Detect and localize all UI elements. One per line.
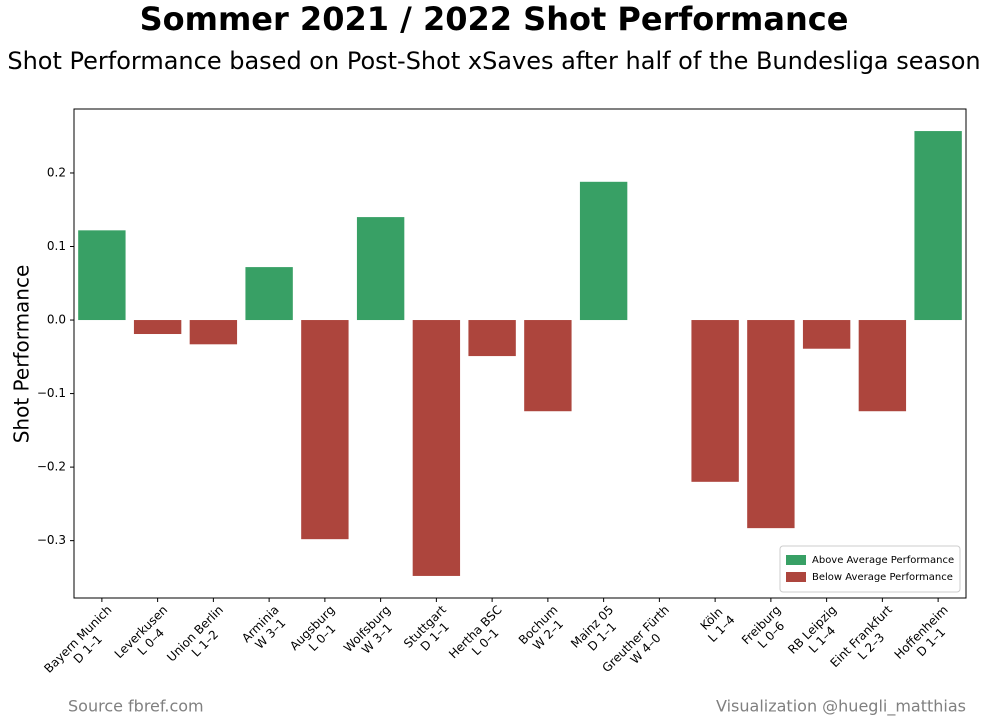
bar: [802, 320, 851, 349]
bar: [412, 320, 461, 576]
legend-label: Above Average Performance: [812, 555, 954, 566]
y-tick-label: 0.0: [47, 313, 66, 327]
y-tick-label: −0.1: [37, 386, 66, 400]
legend-label: Below Average Performance: [812, 572, 953, 583]
bar: [691, 320, 739, 482]
chart-title: Sommer 2021 / 2022 Shot Performance: [140, 0, 849, 38]
chart-subtitle: Shot Performance based on Post-Shot xSav…: [7, 47, 980, 75]
y-tick-label: 0.2: [47, 165, 66, 179]
bar: [747, 320, 795, 529]
legend-swatch: [786, 555, 806, 565]
source: Source fbref.com: [68, 697, 204, 716]
legend-box: [779, 545, 961, 593]
bar: [245, 267, 293, 321]
credit: Visualization @huegli_matthias: [716, 697, 966, 717]
bar: [356, 217, 405, 321]
y-axis-label: Shot Performance: [10, 265, 34, 444]
bar: [524, 320, 572, 412]
y-tick-label: −0.3: [37, 533, 66, 547]
bar: [579, 181, 628, 321]
bar: [78, 230, 126, 321]
legend-swatch: [786, 572, 806, 582]
bar: [189, 320, 238, 345]
bar: [468, 320, 516, 357]
plot-frame: [73, 108, 967, 599]
bar: [858, 320, 907, 412]
y-tick-label: 0.1: [47, 239, 66, 253]
bar: [301, 320, 349, 540]
bar: [133, 320, 182, 335]
y-tick-label: −0.2: [37, 460, 66, 474]
bar: [914, 131, 962, 321]
